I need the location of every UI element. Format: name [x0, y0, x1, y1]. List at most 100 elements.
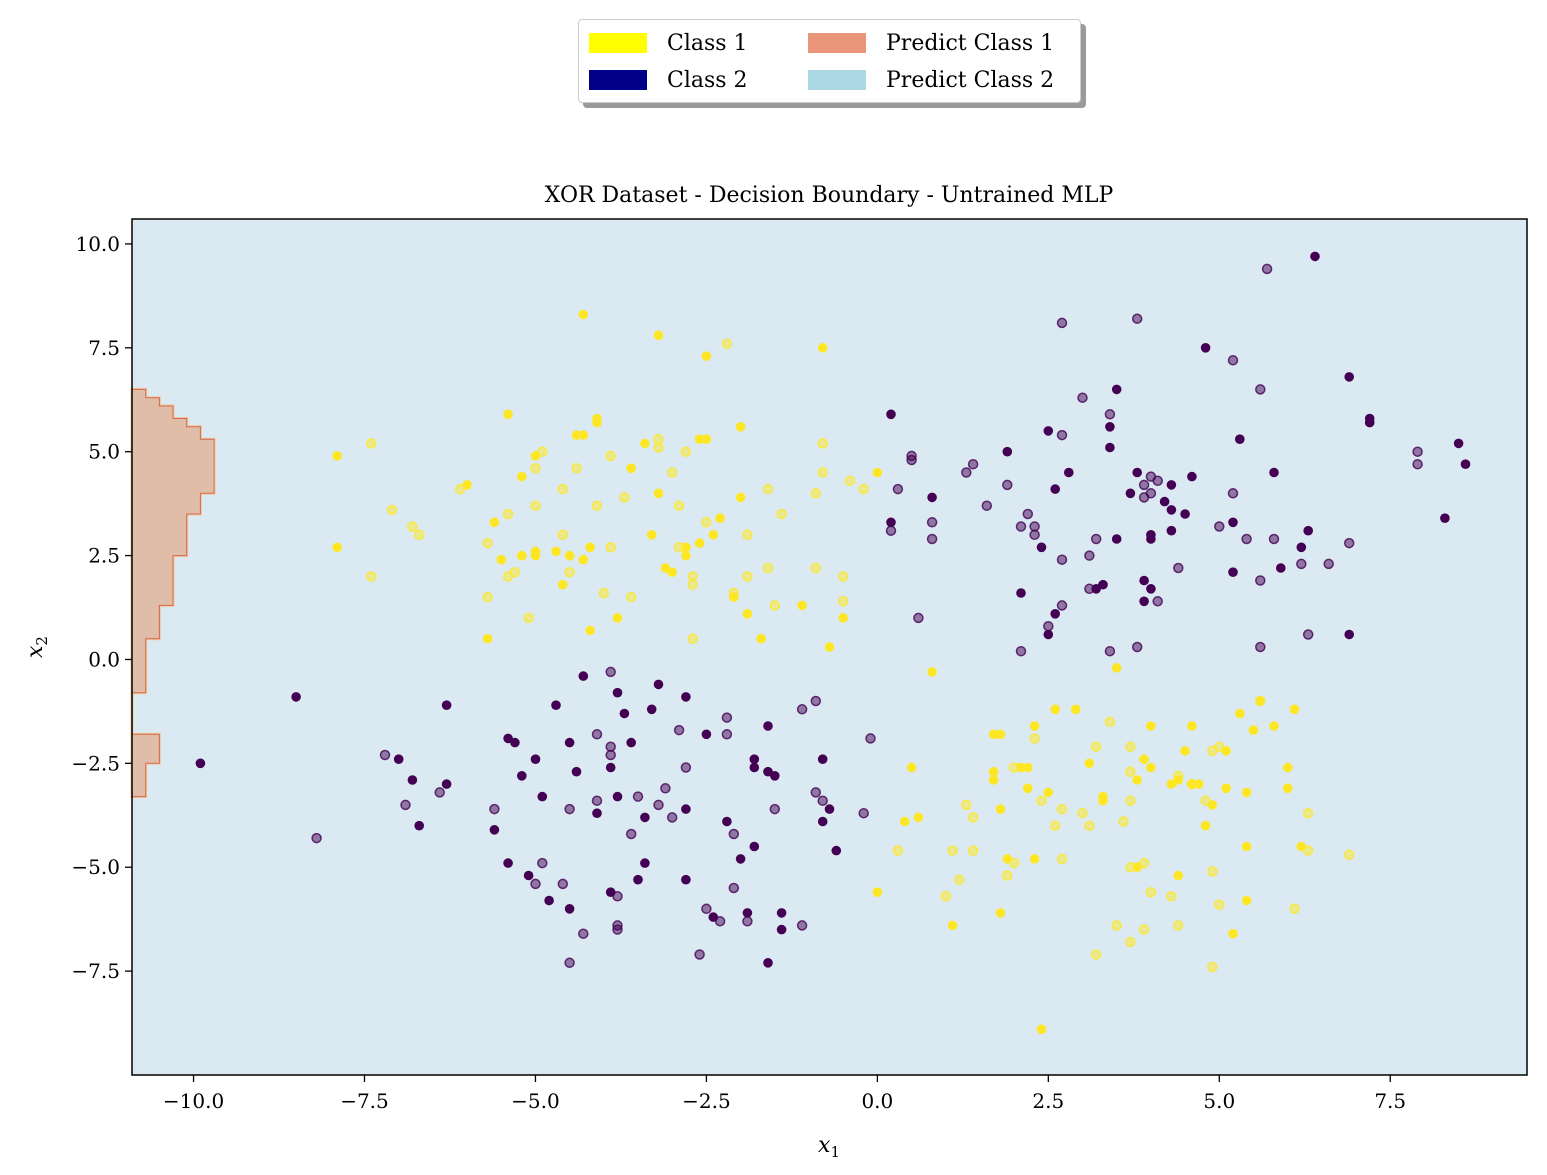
class2-test-point [680, 762, 692, 773]
class2-train-point [1296, 542, 1307, 553]
class2-test-point [1015, 521, 1027, 532]
class1-train-point [530, 451, 541, 461]
class2-train-point [1200, 343, 1211, 353]
class2-test-point [728, 882, 740, 894]
class2-test-point [537, 857, 548, 869]
class2-test-point [721, 712, 733, 723]
class1-test-point [605, 542, 616, 553]
class1-train-point [988, 729, 999, 740]
class1-train-point [1146, 721, 1156, 731]
class2-train-point [517, 771, 527, 781]
class2-test-point [728, 828, 740, 840]
class1-train-point [578, 309, 589, 320]
class1-test-point [482, 591, 493, 603]
class2-test-point [625, 828, 637, 840]
class2-train-point [414, 820, 425, 831]
legend-label-predict-class2: Predict Class 2 [886, 67, 1055, 93]
class1-test-point [502, 508, 514, 520]
class2-test-point [1255, 575, 1266, 586]
class2-test-point [1002, 479, 1013, 491]
class1-train-point [592, 417, 602, 428]
y-tick-label: 5.0 [88, 440, 120, 464]
y-tick-label: −2.5 [71, 751, 120, 775]
class1-test-point [1029, 733, 1040, 744]
class1-train-point [1084, 758, 1095, 769]
class1-test-point [1207, 866, 1218, 877]
class1-train-point [1282, 783, 1293, 794]
class1-train-point [1282, 762, 1293, 773]
class2-train-point [749, 841, 760, 852]
class2-test-point [885, 525, 897, 536]
class2-train-point [817, 754, 828, 764]
class2-test-point [1022, 508, 1034, 520]
x-tick-label: −2.5 [682, 1089, 731, 1113]
class2-test-point [1412, 446, 1423, 457]
class1-train-point [551, 546, 561, 557]
class2-test-point [981, 500, 993, 511]
class2-test-point [605, 741, 616, 752]
class1-train-point [756, 633, 766, 644]
legend-swatch-predict-class2 [808, 70, 866, 90]
class2-train-point [1166, 525, 1177, 536]
class2-test-point [564, 957, 575, 969]
class2-train-point [578, 671, 589, 681]
class2-train-point [1050, 484, 1060, 494]
legend-item-predict-class1: Predict Class 1 [808, 29, 1054, 57]
class2-train-point [1440, 513, 1450, 523]
class1-test-point [1056, 803, 1068, 815]
class1-test-point [810, 562, 822, 574]
class1-test-point [1090, 949, 1102, 960]
class1-train-point [1166, 779, 1177, 789]
class1-train-point [735, 422, 746, 432]
class1-train-point [667, 567, 677, 577]
class1-train-point [1050, 704, 1060, 715]
class2-test-point [913, 612, 924, 624]
class2-test-point [1131, 313, 1143, 324]
class2-test-point [1255, 384, 1266, 395]
class1-test-point [530, 463, 541, 474]
class2-train-point [612, 791, 623, 802]
class1-test-point [1145, 886, 1157, 898]
legend-label-class2: Class 2 [667, 67, 748, 93]
class2-test-point [865, 733, 876, 744]
class1-train-point [817, 343, 828, 353]
class2-train-point [510, 737, 520, 748]
class2-train-point [763, 721, 773, 731]
class2-train-point [619, 708, 630, 719]
class2-train-point [1016, 588, 1026, 598]
class1-train-point [927, 667, 937, 677]
class2-test-point [1043, 620, 1054, 632]
class2-train-point [592, 808, 602, 818]
class2-train-point [530, 754, 541, 764]
class2-train-point [742, 908, 753, 918]
legend-item-predict-class2: Predict Class 2 [808, 66, 1054, 94]
class1-test-point [557, 529, 569, 541]
class1-train-point [332, 542, 342, 553]
class2-train-point [770, 771, 780, 781]
class1-test-point [1166, 891, 1177, 902]
legend-label-class1: Class 1 [667, 30, 748, 56]
class2-train-point [605, 887, 616, 897]
class2-test-point [612, 920, 623, 931]
class2-test-point [1056, 554, 1068, 565]
class1-train-point [564, 550, 575, 561]
class1-test-point [386, 504, 398, 516]
class2-train-point [817, 816, 828, 827]
x-tick-label: −10.0 [163, 1089, 224, 1113]
class2-test-point [1255, 641, 1266, 653]
class2-test-point [605, 666, 616, 678]
class2-test-point [489, 803, 500, 815]
class2-train-point [1228, 567, 1238, 577]
class2-test-point [557, 878, 569, 890]
class1-train-point [1029, 721, 1040, 731]
class2-test-point [311, 832, 322, 844]
legend-swatch-predict-class1 [808, 33, 866, 53]
legend-item-class2: Class 2 [589, 66, 748, 94]
class1-train-point [626, 463, 636, 474]
class2-test-point [1084, 550, 1095, 561]
class1-test-point [366, 438, 377, 449]
x-tick-label: 7.5 [1374, 1089, 1406, 1113]
class1-train-point [995, 804, 1006, 814]
class1-test-point [1302, 807, 1314, 819]
